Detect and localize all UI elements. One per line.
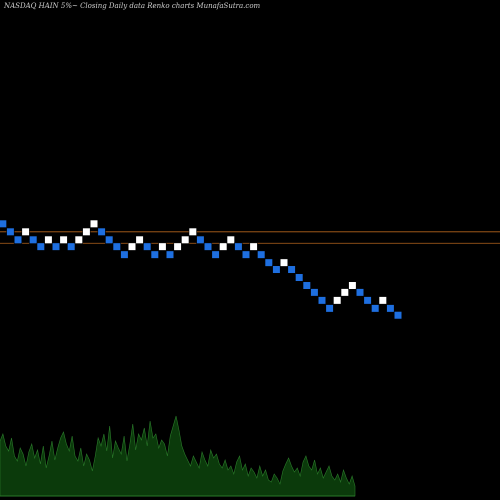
renko-brick-down [143,242,152,251]
renko-brick-down [211,250,220,259]
renko-brick-down [317,296,327,305]
renko-brick-down [105,235,114,244]
renko-brick-down [393,311,403,320]
renko-brick-up [173,242,182,251]
renko-brick-down [6,227,15,236]
renko-brick-down [355,288,365,297]
renko-brick-up [59,235,68,244]
renko-brick-down [363,296,372,305]
renko-brick-down [257,250,266,259]
renko-brick-down [196,235,205,244]
renko-brick-down [264,258,273,267]
renko-brick-down [150,250,159,259]
renko-brick-up [44,235,53,244]
renko-brick-up [181,235,190,244]
renko-brick-up [21,227,30,236]
renko-brick-down [97,227,106,236]
renko-brick-down [287,265,296,274]
renko-brick-down [36,242,45,251]
renko-brick-down [295,273,304,282]
renko-brick-up [127,242,137,251]
renko-brick-down [302,281,311,290]
renko-bricks-layer [0,219,403,320]
renko-brick-up [340,288,349,297]
renko-brick-down [0,219,7,228]
renko-brick-up [226,235,235,244]
renko-brick-down [241,250,251,259]
renko-brick-down [371,304,380,313]
renko-brick-down [272,265,281,274]
renko-brick-down [234,242,243,251]
renko-brick-down [120,250,129,259]
renko-brick-up [378,296,387,305]
renko-brick-up [219,242,228,251]
renko-brick-down [67,242,76,251]
renko-brick-down [165,250,175,259]
renko-brick-down [325,304,334,313]
renko-brick-up [135,235,144,244]
renko-brick-up [74,235,83,244]
renko-brick-up [89,219,99,228]
renko-brick-down [386,304,395,313]
renko-brick-up [82,227,91,236]
renko-brick-down [310,288,319,297]
renko-brick-down [51,242,61,251]
chart-title: NASDAQ HAIN 5%~ Closing Daily data Renko… [4,2,261,10]
renko-brick-down [29,235,38,244]
renko-brick-up [333,296,342,305]
renko-brick-down [13,235,23,244]
renko-brick-down [112,242,121,251]
renko-brick-up [279,258,289,267]
renko-brick-up [249,242,258,251]
renko-brick-up [188,227,197,236]
renko-brick-up [158,242,167,251]
volume-area-layer [0,415,356,497]
renko-brick-up [348,281,357,290]
volume-area [0,415,356,497]
renko-brick-down [203,242,213,251]
